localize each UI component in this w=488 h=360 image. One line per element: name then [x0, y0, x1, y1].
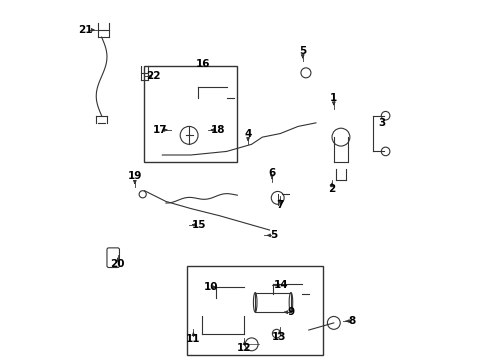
Text: 6: 6 — [268, 168, 275, 178]
Text: 8: 8 — [347, 316, 355, 326]
Text: 12: 12 — [237, 343, 251, 353]
Text: 1: 1 — [329, 93, 337, 103]
Text: 16: 16 — [196, 59, 210, 69]
Text: 22: 22 — [146, 71, 161, 81]
Text: 13: 13 — [272, 332, 286, 342]
Text: 14: 14 — [273, 280, 288, 291]
Text: 19: 19 — [127, 171, 142, 181]
Text: 3: 3 — [378, 118, 385, 128]
Text: 15: 15 — [191, 220, 206, 230]
Text: 11: 11 — [186, 334, 200, 344]
Text: 18: 18 — [210, 125, 224, 135]
Text: 9: 9 — [287, 307, 294, 317]
Text: 17: 17 — [153, 125, 167, 135]
Text: 2: 2 — [328, 184, 335, 194]
Text: 4: 4 — [244, 129, 251, 139]
Text: 21: 21 — [78, 25, 93, 35]
Text: 5: 5 — [269, 230, 277, 240]
Text: 7: 7 — [276, 200, 284, 210]
Bar — [144, 66, 237, 162]
Bar — [255, 293, 290, 312]
Text: 20: 20 — [110, 259, 124, 269]
Bar — [187, 266, 323, 355]
Text: 10: 10 — [203, 282, 217, 292]
Text: 5: 5 — [299, 46, 305, 57]
